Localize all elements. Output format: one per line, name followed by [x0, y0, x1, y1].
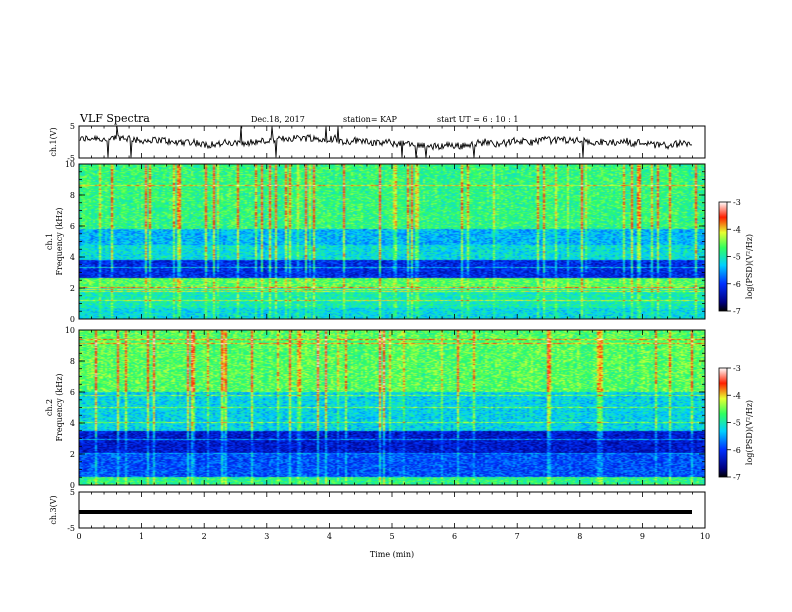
y-tick-label: 4 — [70, 253, 75, 262]
ch1-spectrogram-image — [79, 164, 705, 319]
colorbar-tick-label: -7 — [733, 473, 741, 482]
colorbar-tick-label: -6 — [733, 446, 741, 455]
x-tick-label: 1 — [139, 532, 144, 541]
y-tick-label: -5 — [67, 154, 75, 163]
y-channel-label: ch.1 — [45, 233, 54, 250]
ch2-spectrogram-image — [79, 330, 705, 485]
y-axis-label: ch.1(V) — [49, 127, 58, 156]
axis-ticks — [78, 125, 731, 529]
colorbar-label: log(PSD)(V²/Hz) — [745, 400, 754, 465]
y-tick-label: 10 — [65, 326, 75, 335]
colorbar-tick-label: -6 — [733, 280, 741, 289]
y-tick-label: 10 — [65, 160, 75, 169]
colorbar-tick-label: -5 — [733, 253, 741, 262]
y-tick-label: 2 — [70, 450, 75, 459]
ch1-waveform-line — [79, 126, 693, 158]
x-tick-label: 3 — [264, 532, 269, 541]
y-tick-label: -5 — [67, 524, 75, 533]
station-label: station= KAP — [343, 115, 397, 124]
x-tick-label: 7 — [515, 532, 520, 541]
y-tick-label: 4 — [70, 419, 75, 428]
y-tick-label: 6 — [70, 222, 75, 231]
colorbar-tick-label: -3 — [733, 364, 741, 373]
x-tick-label: 2 — [202, 532, 207, 541]
x-tick-label: 10 — [700, 532, 710, 541]
x-tick-label: 9 — [640, 532, 645, 541]
start-time-label: start UT = 6 : 10 : 1 — [437, 115, 519, 124]
y-tick-label: 5 — [70, 122, 75, 131]
y-axis-label: Frequency (kHz) — [55, 207, 64, 275]
ch1-colorbar — [718, 201, 728, 312]
x-tick-label: 5 — [389, 532, 394, 541]
x-tick-label: 4 — [327, 532, 332, 541]
colorbar-tick-label: -5 — [733, 419, 741, 428]
y-tick-label: 0 — [70, 315, 75, 324]
y-channel-label: ch.2 — [45, 399, 54, 416]
y-axis-label: ch.3(V) — [49, 495, 58, 524]
x-axis-label: Time (min) — [370, 550, 414, 559]
y-tick-label: 0 — [70, 481, 75, 490]
ch2-colorbar — [718, 367, 728, 478]
y-axis-label: Frequency (kHz) — [55, 373, 64, 441]
x-tick-label: 8 — [577, 532, 582, 541]
y-tick-label: 8 — [70, 191, 75, 200]
y-tick-label: 6 — [70, 388, 75, 397]
colorbar-tick-label: -4 — [733, 225, 741, 234]
colorbar-label: log(PSD)(V²/Hz) — [745, 234, 754, 299]
x-tick-label: 0 — [76, 532, 81, 541]
chart-title: VLF Spectra — [80, 112, 150, 125]
colorbar-tick-label: -7 — [733, 307, 741, 316]
y-tick-label: 2 — [70, 284, 75, 293]
date-label: Dec.18, 2017 — [251, 115, 305, 124]
axis-labels: 0 1 2 3 4 5 6 7 8 9 10 Time (min) 5 -5 ch.1(V) 0 2 4 6 8 10 c… — [45, 122, 754, 559]
y-tick-label: 5 — [70, 488, 75, 497]
y-tick-label: 8 — [70, 357, 75, 366]
colorbar-tick-label: -4 — [733, 391, 741, 400]
x-tick-label: 6 — [452, 532, 457, 541]
colorbar-tick-label: -3 — [733, 198, 741, 207]
